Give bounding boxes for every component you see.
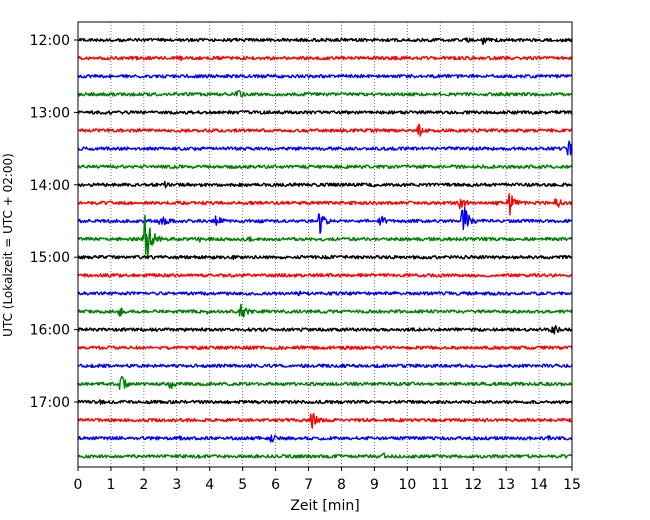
x-tick-label-7: 7 — [304, 477, 313, 493]
trace-1445 — [77, 214, 573, 258]
trace-1715 — [77, 412, 573, 429]
y-axis-ticks: 12:00 13:00 14:00 15:00 16:00 17:00 — [30, 33, 78, 411]
trace-1730 — [77, 434, 573, 443]
trace-1300 — [77, 110, 573, 115]
vertical-grid-lines — [110, 22, 540, 467]
trace-1745 — [77, 452, 573, 459]
x-tick-label-0: 0 — [74, 477, 83, 493]
trace-1245 — [77, 89, 573, 98]
seismic-traces — [77, 37, 573, 459]
trace-1645 — [77, 375, 573, 390]
trace-1700 — [77, 399, 573, 405]
trace-1600 — [77, 325, 573, 335]
x-tick-label-15: 15 — [563, 477, 581, 493]
x-tick-label-14: 14 — [530, 477, 548, 493]
y-tick-label-1600: 16:00 — [30, 323, 70, 339]
x-tick-label-3: 3 — [172, 477, 181, 493]
y-tick-label-1700: 17:00 — [30, 395, 70, 411]
trace-1430 — [77, 206, 573, 234]
x-tick-label-6: 6 — [271, 477, 280, 493]
trace-1515 — [77, 273, 573, 278]
x-tick-label-1: 1 — [106, 477, 115, 493]
x-tick-label-11: 11 — [431, 477, 449, 493]
x-tick-label-2: 2 — [139, 477, 148, 493]
trace-1315 — [77, 123, 573, 137]
x-tick-label-9: 9 — [370, 477, 379, 493]
trace-1330 — [77, 140, 573, 156]
y-tick-label-1500: 15:00 — [30, 250, 70, 266]
trace-1415 — [77, 193, 573, 216]
trace-1230 — [77, 73, 573, 79]
x-tick-label-10: 10 — [398, 477, 416, 493]
trace-1545 — [77, 303, 573, 318]
trace-1615 — [77, 345, 573, 350]
x-axis-label: Zeit [min] — [290, 498, 359, 514]
y-tick-label-1400: 14:00 — [30, 178, 70, 194]
trace-1630 — [77, 363, 573, 369]
trace-1215 — [77, 55, 573, 62]
trace-1400 — [77, 180, 573, 189]
x-tick-label-13: 13 — [497, 477, 515, 493]
plot-frame — [77, 21, 573, 468]
y-axis-label: UTC (Lokalzeit = UTC + 02:00) — [1, 153, 15, 337]
x-axis-ticks: 0 1 2 3 4 5 6 7 8 9 10 11 12 13 14 15 — [74, 467, 581, 493]
trace-1345 — [77, 164, 573, 169]
trace-1500 — [77, 254, 573, 261]
y-tick-label-1200: 12:00 — [30, 33, 70, 49]
x-tick-label-5: 5 — [238, 477, 247, 493]
trace-1200 — [77, 37, 573, 46]
y-tick-label-1300: 13:00 — [30, 105, 70, 121]
x-tick-label-8: 8 — [337, 477, 346, 493]
x-tick-label-12: 12 — [464, 477, 482, 493]
trace-1530 — [77, 290, 573, 297]
x-tick-label-4: 4 — [205, 477, 214, 493]
